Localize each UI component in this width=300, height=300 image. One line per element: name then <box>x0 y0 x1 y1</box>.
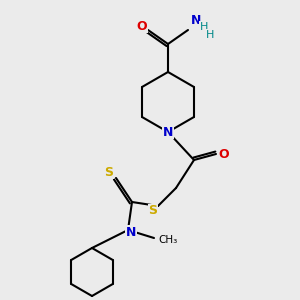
Text: CH₃: CH₃ <box>158 235 178 245</box>
Text: H: H <box>206 30 214 40</box>
Text: O: O <box>137 20 147 32</box>
Text: S: S <box>148 205 158 218</box>
Text: H: H <box>200 22 208 32</box>
Text: S: S <box>104 166 113 178</box>
Text: N: N <box>163 125 173 139</box>
Text: N: N <box>126 226 136 238</box>
Text: O: O <box>219 148 229 160</box>
Text: N: N <box>191 14 201 26</box>
